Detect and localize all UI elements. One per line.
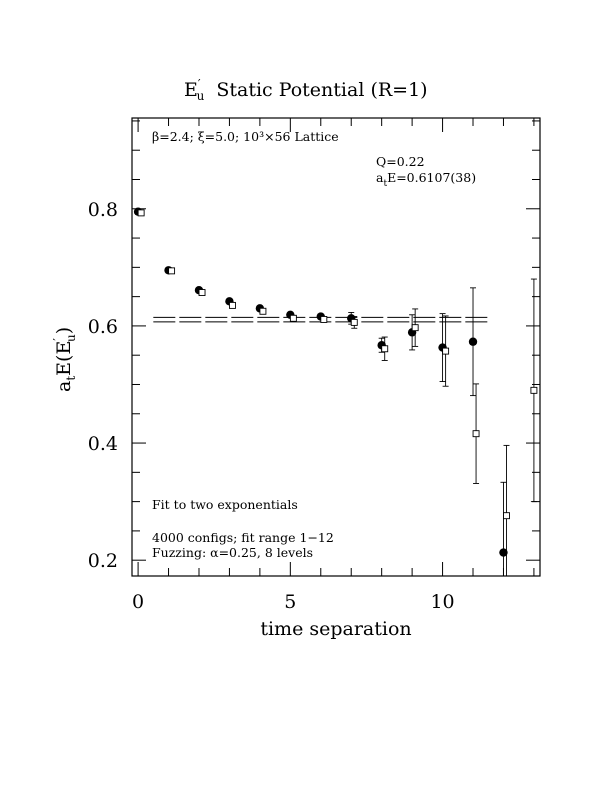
data-point-square: [472, 430, 480, 438]
y-tick-label: 0.8: [88, 199, 118, 221]
ylabel-a: a: [53, 381, 75, 392]
data-point-circle: [499, 548, 508, 557]
data-point-square: [320, 316, 328, 323]
data-point-square: [411, 324, 419, 332]
data-point-square: [168, 267, 176, 275]
ylabel-sub-t: t: [64, 376, 78, 381]
data-point-circle: [468, 337, 478, 346]
title-prime: ′: [198, 77, 201, 91]
axis-ticks: [132, 118, 540, 576]
method-annotation: Fit to two exponentials: [152, 497, 298, 512]
energy-annotation: atE=0.6107(38): [376, 170, 476, 189]
x-tick-labels: 0 5 10: [132, 591, 455, 613]
energy-a: a: [376, 170, 384, 185]
data-point-square: [289, 314, 297, 322]
chart-title: E′ u Static Potential (R=1): [184, 77, 428, 103]
data-point-square: [442, 347, 450, 355]
title-e: E: [184, 79, 198, 101]
data-point-square: [229, 301, 236, 309]
x-axis-label: time separation: [260, 618, 411, 640]
ylabel-sub-u: u: [64, 334, 78, 342]
x-tick-label: 0: [132, 591, 144, 613]
ylabel-prime: ′: [51, 338, 65, 341]
y-tick-labels: 0.2 0.4 0.6 0.8: [88, 199, 118, 572]
data-point-square: [259, 307, 267, 315]
fuzzing-annotation: Fuzzing: α=0.25, 8 levels: [152, 545, 313, 560]
data-point-square: [381, 345, 389, 353]
title-text: Static Potential (R=1): [216, 79, 427, 101]
y-tick-label: 0.6: [88, 316, 118, 338]
energy-sub-t: t: [383, 179, 387, 189]
ylabel-close: ): [53, 327, 75, 334]
data-point-square: [530, 386, 538, 394]
plot-frame: [131, 117, 541, 577]
ylabel-e: E(E: [53, 341, 75, 376]
data-point-square: [198, 289, 206, 296]
lattice-annotation: β=2.4; ξ=5.0; 10³×56 Lattice: [152, 129, 339, 144]
y-tick-label: 0.4: [88, 433, 118, 455]
y-axis-label: atE(E′u): [51, 327, 78, 392]
title-subscript: u: [197, 89, 205, 103]
data-point-square: [503, 512, 510, 520]
q-annotation: Q=0.22: [376, 154, 425, 169]
x-tick-label: 10: [430, 591, 454, 613]
data-series: [133, 207, 538, 576]
configs-annotation: 4000 configs; fit range 1−12: [152, 530, 334, 545]
data-point-square: [350, 318, 358, 326]
x-tick-label: 5: [284, 591, 296, 613]
data-point-square: [137, 209, 145, 217]
energy-value: E=0.6107(38): [387, 170, 476, 185]
y-tick-label: 0.2: [88, 550, 118, 572]
